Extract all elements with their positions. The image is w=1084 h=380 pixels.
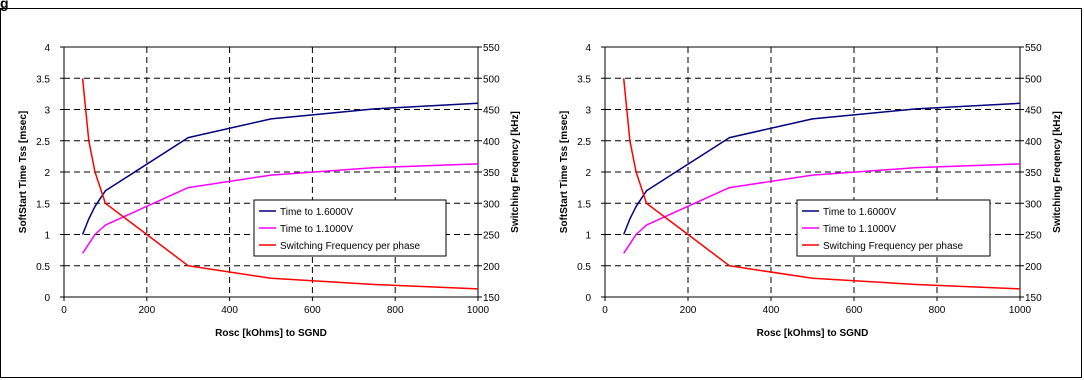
series-line-3 (622, 78, 1021, 290)
y-left-tick-label: 2.5 (36, 137, 50, 148)
x-axis-title: Rosc [kOhms] to SGND (215, 328, 327, 339)
y-right-tick-label: 250 (483, 231, 500, 242)
x-tick-label: 600 (846, 305, 863, 316)
y-left-tick-label: 1 (585, 231, 591, 242)
x-tick-label: 1000 (1009, 305, 1032, 316)
y-left-tick-label: 3 (585, 106, 591, 117)
y-left-tick-label: 1.5 (577, 199, 591, 210)
series-line-1 (623, 102, 1021, 235)
y-left-tick-label: 0 (44, 293, 50, 304)
y-left-tick-label: 1 (44, 231, 50, 242)
series-line-3 (81, 78, 479, 290)
y-left-tick-label: 2.5 (577, 137, 591, 148)
y-right-tick-label: 350 (483, 168, 500, 179)
y-right-tick-label: 500 (1025, 74, 1042, 85)
y-right-tick-label: 450 (483, 106, 500, 117)
y-right-tick-label: 150 (483, 293, 500, 304)
x-tick-label: 1000 (467, 305, 490, 316)
x-tick-label: 0 (61, 305, 67, 316)
y-right-tick-label: 200 (1025, 262, 1042, 273)
y-left-tick-label: 1.5 (36, 199, 50, 210)
y-left-axis-title: SoftStart Time Tss [msec] (18, 111, 29, 233)
y-right-tick-label: 250 (1025, 231, 1042, 242)
y-left-tick-label: 4 (585, 43, 591, 54)
x-tick-label: 400 (221, 305, 238, 316)
x-axis-title: Rosc [kOhms] to SGND (757, 328, 869, 339)
y-right-tick-label: 450 (1025, 106, 1042, 117)
y-left-tick-label: 3.5 (36, 74, 50, 85)
y-right-tick-label: 350 (1025, 168, 1042, 179)
x-tick-label: 800 (387, 305, 404, 316)
y-right-tick-label: 400 (483, 137, 500, 148)
x-tick-label: 200 (680, 305, 697, 316)
y-left-tick-label: 0 (585, 293, 591, 304)
legend-label-3: Switching Frequency per phase (280, 241, 421, 252)
y-right-tick-label: 300 (1025, 199, 1042, 210)
y-right-tick-label: 300 (483, 199, 500, 210)
series-line-1 (81, 102, 479, 235)
legend: Time to 1.6000V Time to 1.1000V Switching … (253, 199, 447, 257)
figure-frame (0, 8, 1082, 378)
y-left-tick-label: 0.5 (36, 262, 50, 273)
y-left-tick-label: 4 (44, 43, 50, 54)
series-line-2 (81, 163, 479, 254)
y-right-tick-label: 500 (483, 74, 500, 85)
legend-label-2: Time to 1.1000V (280, 224, 353, 235)
legend-label-1: Time to 1.6000V (280, 207, 353, 218)
legend-label-3: Switching Frequency per phase (823, 241, 964, 252)
y-left-tick-label: 2 (585, 168, 591, 179)
y-right-tick-label: 400 (1025, 137, 1042, 148)
x-tick-label: 600 (304, 305, 321, 316)
y-right-tick-label: 550 (1025, 43, 1042, 54)
x-tick-label: 400 (763, 305, 780, 316)
legend-label-1: Time to 1.6000V (823, 207, 896, 218)
y-right-tick-label: 150 (1025, 293, 1042, 304)
y-left-tick-label: 3 (44, 106, 50, 117)
legend: Time to 1.6000V Time to 1.1000V Switching … (796, 199, 991, 257)
x-tick-label: 200 (138, 305, 155, 316)
y-left-tick-label: 3.5 (577, 74, 591, 85)
y-right-tick-label: 200 (483, 262, 500, 273)
chart-1: 0 200 400 600 800 1000 0 0.5 1 1.5 2 2.5 3 3.5 4 150 200… (18, 43, 521, 339)
chart-2: 0 200 400 600 800 1000 0 0.5 1 1.5 2 2.5 3 3.5 4 150 200… (559, 43, 1063, 339)
legend-box (253, 199, 447, 257)
y-left-tick-label: 2 (44, 168, 50, 179)
y-left-axis-title: SoftStart Time Tss [msec] (559, 111, 570, 233)
x-tick-label: 0 (602, 305, 608, 316)
y-left-tick-label: 0.5 (577, 262, 591, 273)
x-tick-label: 800 (929, 305, 946, 316)
legend-box (796, 199, 991, 257)
series-line-2 (623, 163, 1021, 254)
figure-title: g (0, 0, 9, 11)
y-right-axis-title: Switching Freqency [kHz] (1052, 111, 1063, 233)
legend-label-2: Time to 1.1000V (823, 224, 896, 235)
y-right-axis-title: Switching Freqency [kHz] (510, 111, 521, 233)
y-right-tick-label: 550 (483, 43, 500, 54)
